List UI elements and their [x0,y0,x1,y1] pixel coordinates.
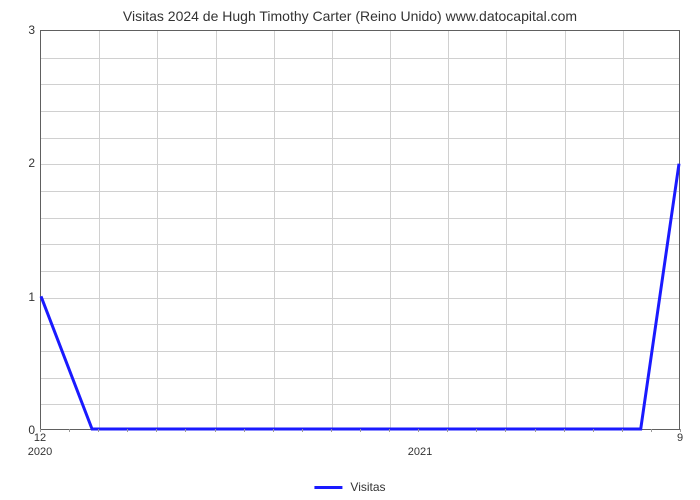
x-sub-label: 2020 [28,446,52,458]
x-tick-minor [622,429,623,432]
x-tick-minor [244,429,245,432]
x-tick-label: 12 [34,432,46,444]
chart-title: Visitas 2024 de Hugh Timothy Carter (Rei… [0,0,700,24]
plot-area [40,30,680,430]
x-tick-minor [360,429,361,432]
y-tick-label: 2 [28,156,35,170]
x-tick-minor [564,429,565,432]
legend: Visitas [314,480,385,494]
x-tick-minor [389,429,390,432]
x-tick-minor [127,429,128,432]
x-tick-minor [185,429,186,432]
y-tick-label: 1 [28,290,35,304]
x-tick-label: 9 [677,432,683,444]
x-tick-minor [302,429,303,432]
line-series [41,31,679,429]
x-tick-minor [273,429,274,432]
legend-label: Visitas [350,480,385,494]
x-tick-minor [476,429,477,432]
x-tick-minor [156,429,157,432]
x-tick-minor [593,429,594,432]
x-sub-label: 2021 [408,446,432,458]
x-tick-minor [215,429,216,432]
y-tick-label: 3 [28,23,35,37]
x-tick-minor [651,429,652,432]
x-tick-minor [535,429,536,432]
x-tick-minor [98,429,99,432]
x-tick-minor [418,429,419,432]
x-tick-minor [447,429,448,432]
x-tick-minor [505,429,506,432]
x-tick-minor [331,429,332,432]
legend-swatch [314,486,342,489]
chart-container: Visitas 2024 de Hugh Timothy Carter (Rei… [0,0,700,500]
x-tick-minor [69,429,70,432]
